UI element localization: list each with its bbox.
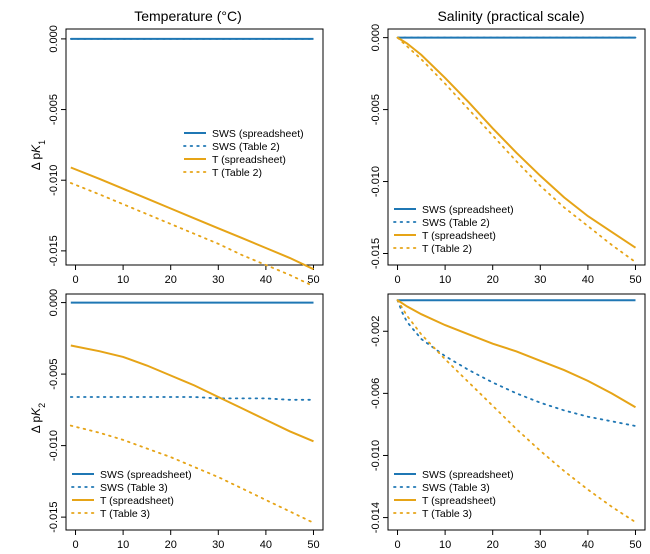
y-tick-label: -0.015: [48, 235, 60, 266]
legend-label: SWS (spreadsheet): [422, 469, 514, 481]
series-line: [69, 424, 315, 524]
legend-label: T (spreadsheet): [212, 154, 286, 166]
y-tick-label: 0.000: [48, 25, 60, 53]
x-tick-label: 30: [534, 539, 546, 551]
y-tick-label: -0.015: [370, 238, 382, 269]
x-tick-label: 20: [165, 274, 177, 286]
plot-frame: [65, 293, 324, 531]
row-ylabel-pk2: Δ pK2: [29, 403, 47, 433]
series-line: [396, 299, 637, 409]
plot-frame: [387, 293, 646, 531]
column-title-temperature: Temperature (°C): [134, 8, 242, 24]
y-tick-label: 0.000: [48, 289, 60, 317]
x-tick-label: 20: [165, 539, 177, 551]
x-tick-label: 30: [212, 274, 224, 286]
series-line: [69, 182, 315, 288]
x-tick-label: 10: [117, 539, 129, 551]
x-tick-label: 20: [487, 274, 499, 286]
y-tick-label: -0.010: [48, 430, 60, 461]
series-line: [69, 396, 315, 401]
x-tick-label: 30: [212, 539, 224, 551]
x-tick-label: 50: [629, 539, 641, 551]
legend-label: SWS (Table 3): [100, 482, 168, 494]
x-tick-label: 0: [394, 539, 400, 551]
y-tick-label: -0.010: [370, 440, 382, 471]
series-line: [396, 36, 637, 264]
plot-frame: [387, 28, 646, 266]
x-tick-label: 50: [629, 274, 641, 286]
legend-label: SWS (spreadsheet): [422, 204, 514, 216]
x-tick-label: 20: [487, 539, 499, 551]
x-tick-label: 40: [260, 539, 272, 551]
legend-label: SWS (spreadsheet): [100, 469, 192, 481]
y-tick-label: -0.015: [48, 502, 60, 533]
legend-label: SWS (Table 2): [212, 141, 280, 153]
series-line: [70, 166, 314, 271]
legend-label: T (spreadsheet): [422, 495, 496, 507]
y-tick-label: 0.000: [370, 24, 382, 52]
x-tick-label: 10: [439, 274, 451, 286]
y-tick-label: -0.014: [370, 502, 382, 533]
panels: 0 10 20 30 40 50 0.000 -0.005 -0.010 -0.015 SWS (s…: [48, 24, 646, 551]
y-tick-label: -0.010: [370, 166, 382, 197]
row-ylabel-pk1: Δ pK1: [29, 140, 47, 170]
legend-label: T (Table 3): [100, 508, 150, 520]
panel-3: 0 10 20 30 40 50 -0.002 -0.006 -0.010 -0.014 SWS (…: [370, 293, 646, 551]
x-tick-label: 40: [582, 274, 594, 286]
legend-label: T (Table 2): [422, 243, 472, 255]
legend-label: SWS (spreadsheet): [212, 128, 304, 140]
x-tick-label: 0: [394, 274, 400, 286]
x-tick-label: 30: [534, 274, 546, 286]
plot-frame: [65, 28, 324, 266]
x-tick-label: 40: [260, 274, 272, 286]
y-tick-label: -0.010: [48, 165, 60, 196]
x-tick-label: 0: [72, 539, 78, 551]
x-tick-label: 10: [117, 274, 129, 286]
y-tick-label: -0.005: [370, 94, 382, 125]
legend-label: T (spreadsheet): [100, 495, 174, 507]
y-tick-label: -0.005: [48, 94, 60, 125]
x-tick-label: 50: [307, 539, 319, 551]
panel-1: 0 10 20 30 40 50 0.000 -0.005 -0.010 -0.015 SWS (s…: [370, 24, 646, 286]
x-tick-label: 40: [582, 539, 594, 551]
legend-label: T (Table 3): [422, 508, 472, 520]
panel-0: 0 10 20 30 40 50 0.000 -0.005 -0.010 -0.015 SWS (s…: [48, 25, 324, 288]
x-tick-label: 50: [307, 274, 319, 286]
legend-label: T (Table 2): [212, 167, 262, 179]
y-tick-label: -0.005: [48, 358, 60, 389]
series-line: [70, 344, 314, 443]
y-tick-label: -0.002: [370, 316, 382, 347]
legend-label: SWS (Table 3): [422, 482, 490, 494]
x-tick-label: 0: [72, 274, 78, 286]
legend-label: SWS (Table 2): [422, 217, 490, 229]
legend-label: T (spreadsheet): [422, 230, 496, 242]
x-tick-label: 10: [439, 539, 451, 551]
series-line: [396, 36, 637, 249]
column-title-salinity: Salinity (practical scale): [437, 8, 584, 24]
y-tick-label: -0.006: [370, 378, 382, 409]
panel-2: 0 10 20 30 40 50 0.000 -0.005 -0.010 -0.015 SWS (s…: [48, 289, 324, 551]
series-line: [396, 299, 637, 427]
